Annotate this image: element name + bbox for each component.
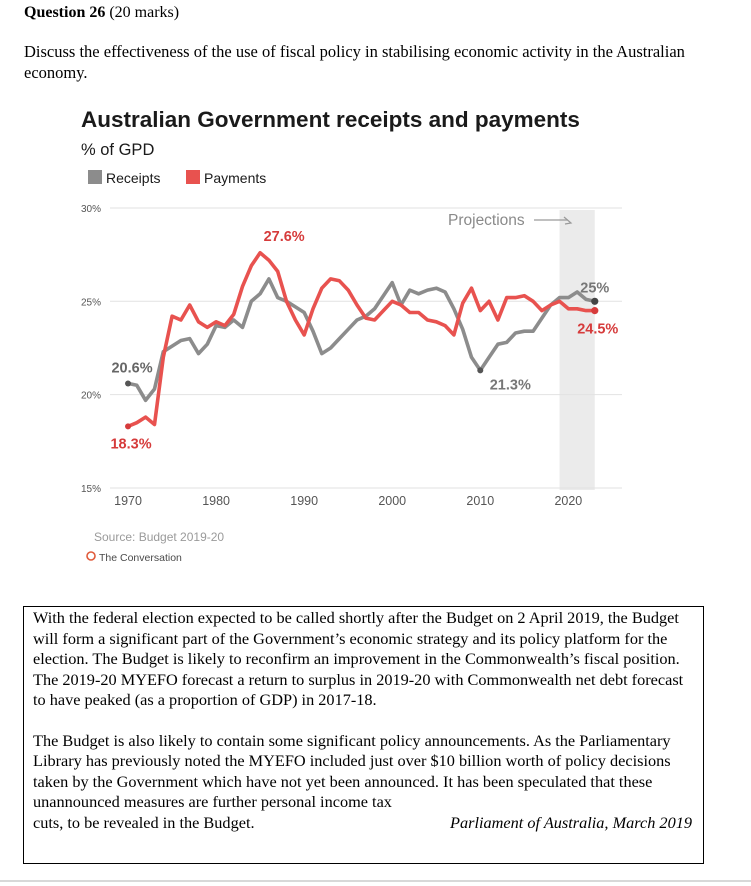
start-marker-payments [125, 423, 132, 430]
data-label-receipts-2010: 21.3% [490, 377, 531, 393]
series-line-receipts [126, 277, 597, 403]
data-label-receipts-2023: 25% [580, 280, 609, 296]
chart-title: Australian Government receipts and payme… [81, 107, 580, 132]
data-label-payments-2023: 24.5% [577, 322, 618, 338]
series-line-payments [126, 251, 597, 429]
the-conversation-logo-icon [86, 551, 96, 561]
page-divider [0, 880, 751, 882]
x-tick-label: 1980 [202, 494, 230, 508]
y-tick-label: 25% [81, 297, 101, 308]
question-marks: (20 marks) [109, 4, 180, 21]
x-tick-label: 1970 [114, 494, 142, 508]
extract-paragraph-2-text: The Budget is also likely to contain som… [33, 730, 671, 812]
end-marker-payments [591, 307, 599, 315]
y-tick-label: 15% [81, 484, 101, 495]
x-tick-label: 2020 [554, 494, 582, 508]
x-tick-label: 2010 [466, 494, 494, 508]
legend-label-receipts: Receipts [106, 170, 160, 186]
projections-arrowhead [563, 216, 573, 225]
y-tick-label: 20% [81, 391, 101, 402]
legend: Receipts Payments [88, 170, 266, 186]
low-marker-receipts [477, 367, 484, 374]
extract-paragraph-2: The Budget is also likely to contain som… [33, 731, 694, 834]
end-marker-receipts [591, 297, 599, 305]
chart-container: 15% 20% 25% 30% 1970 1980 1990 2000 2010 2020 20.… [0, 100, 751, 570]
projections-label: Projections [448, 212, 525, 229]
extract-paragraph-2-end: cuts, to be revealed in the Budget. [33, 812, 255, 832]
extract-source: Parliament of Australia, March 2019 [450, 812, 692, 832]
data-label-payments-1970: 18.3% [110, 436, 151, 452]
legend-swatch-payments [186, 170, 200, 184]
source-extract: With the federal election expected to be… [23, 606, 704, 864]
data-label-payments-1985: 27.6% [264, 229, 305, 245]
legend-label-payments: Payments [204, 170, 266, 186]
chart-source: Source: Budget 2019-20 [94, 530, 224, 544]
start-marker-receipts [125, 380, 132, 387]
projection-band [559, 210, 595, 490]
data-label-receipts-1970: 20.6% [111, 360, 152, 376]
x-tick-label: 2000 [378, 494, 406, 508]
question-prompt: Discuss the effectiveness of the use of … [24, 42, 685, 82]
chart-credit: The Conversation [99, 552, 182, 564]
chart-subtitle: % of GPD [81, 141, 154, 159]
legend-swatch-receipts [88, 170, 102, 184]
question-heading: Question 26 (20 marks) [24, 4, 179, 22]
extract-paragraph-1: With the federal election expected to be… [33, 608, 684, 709]
question-label: Question 26 [24, 4, 106, 21]
line-chart: 15% 20% 25% 30% 1970 1980 1990 2000 2010 2020 20.… [81, 107, 622, 564]
y-tick-label: 30% [81, 204, 101, 215]
extract-last-line: cuts, to be revealed in the Budget. Parli… [33, 813, 694, 834]
x-tick-label: 1990 [290, 494, 318, 508]
